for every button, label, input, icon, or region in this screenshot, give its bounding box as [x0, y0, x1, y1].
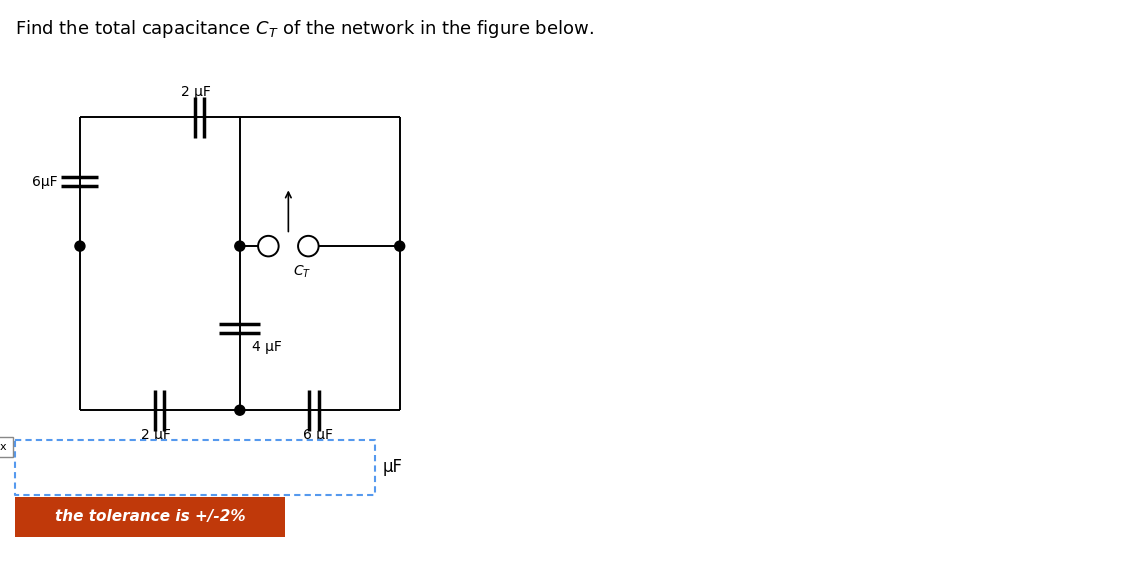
Text: 6 μF: 6 μF — [303, 428, 333, 442]
Circle shape — [235, 405, 244, 415]
Text: $C_T$: $C_T$ — [293, 264, 312, 280]
Bar — [15, 440, 375, 495]
Circle shape — [258, 236, 279, 257]
Text: μF: μF — [383, 458, 403, 476]
Text: 2 μF: 2 μF — [140, 428, 171, 442]
Bar — [0, 437, 13, 457]
Text: Find the total capacitance $C_T$ of the network in the figure below.: Find the total capacitance $C_T$ of the … — [15, 18, 594, 40]
Text: 2 μF: 2 μF — [180, 85, 211, 99]
Circle shape — [395, 241, 404, 251]
Text: the tolerance is +/-2%: the tolerance is +/-2% — [55, 509, 246, 524]
Circle shape — [75, 241, 85, 251]
Text: x: x — [0, 442, 7, 452]
Bar — [15, 497, 286, 537]
Circle shape — [235, 241, 244, 251]
Text: 6μF: 6μF — [32, 175, 58, 189]
Circle shape — [298, 236, 319, 257]
Text: 4 μF: 4 μF — [252, 340, 282, 354]
